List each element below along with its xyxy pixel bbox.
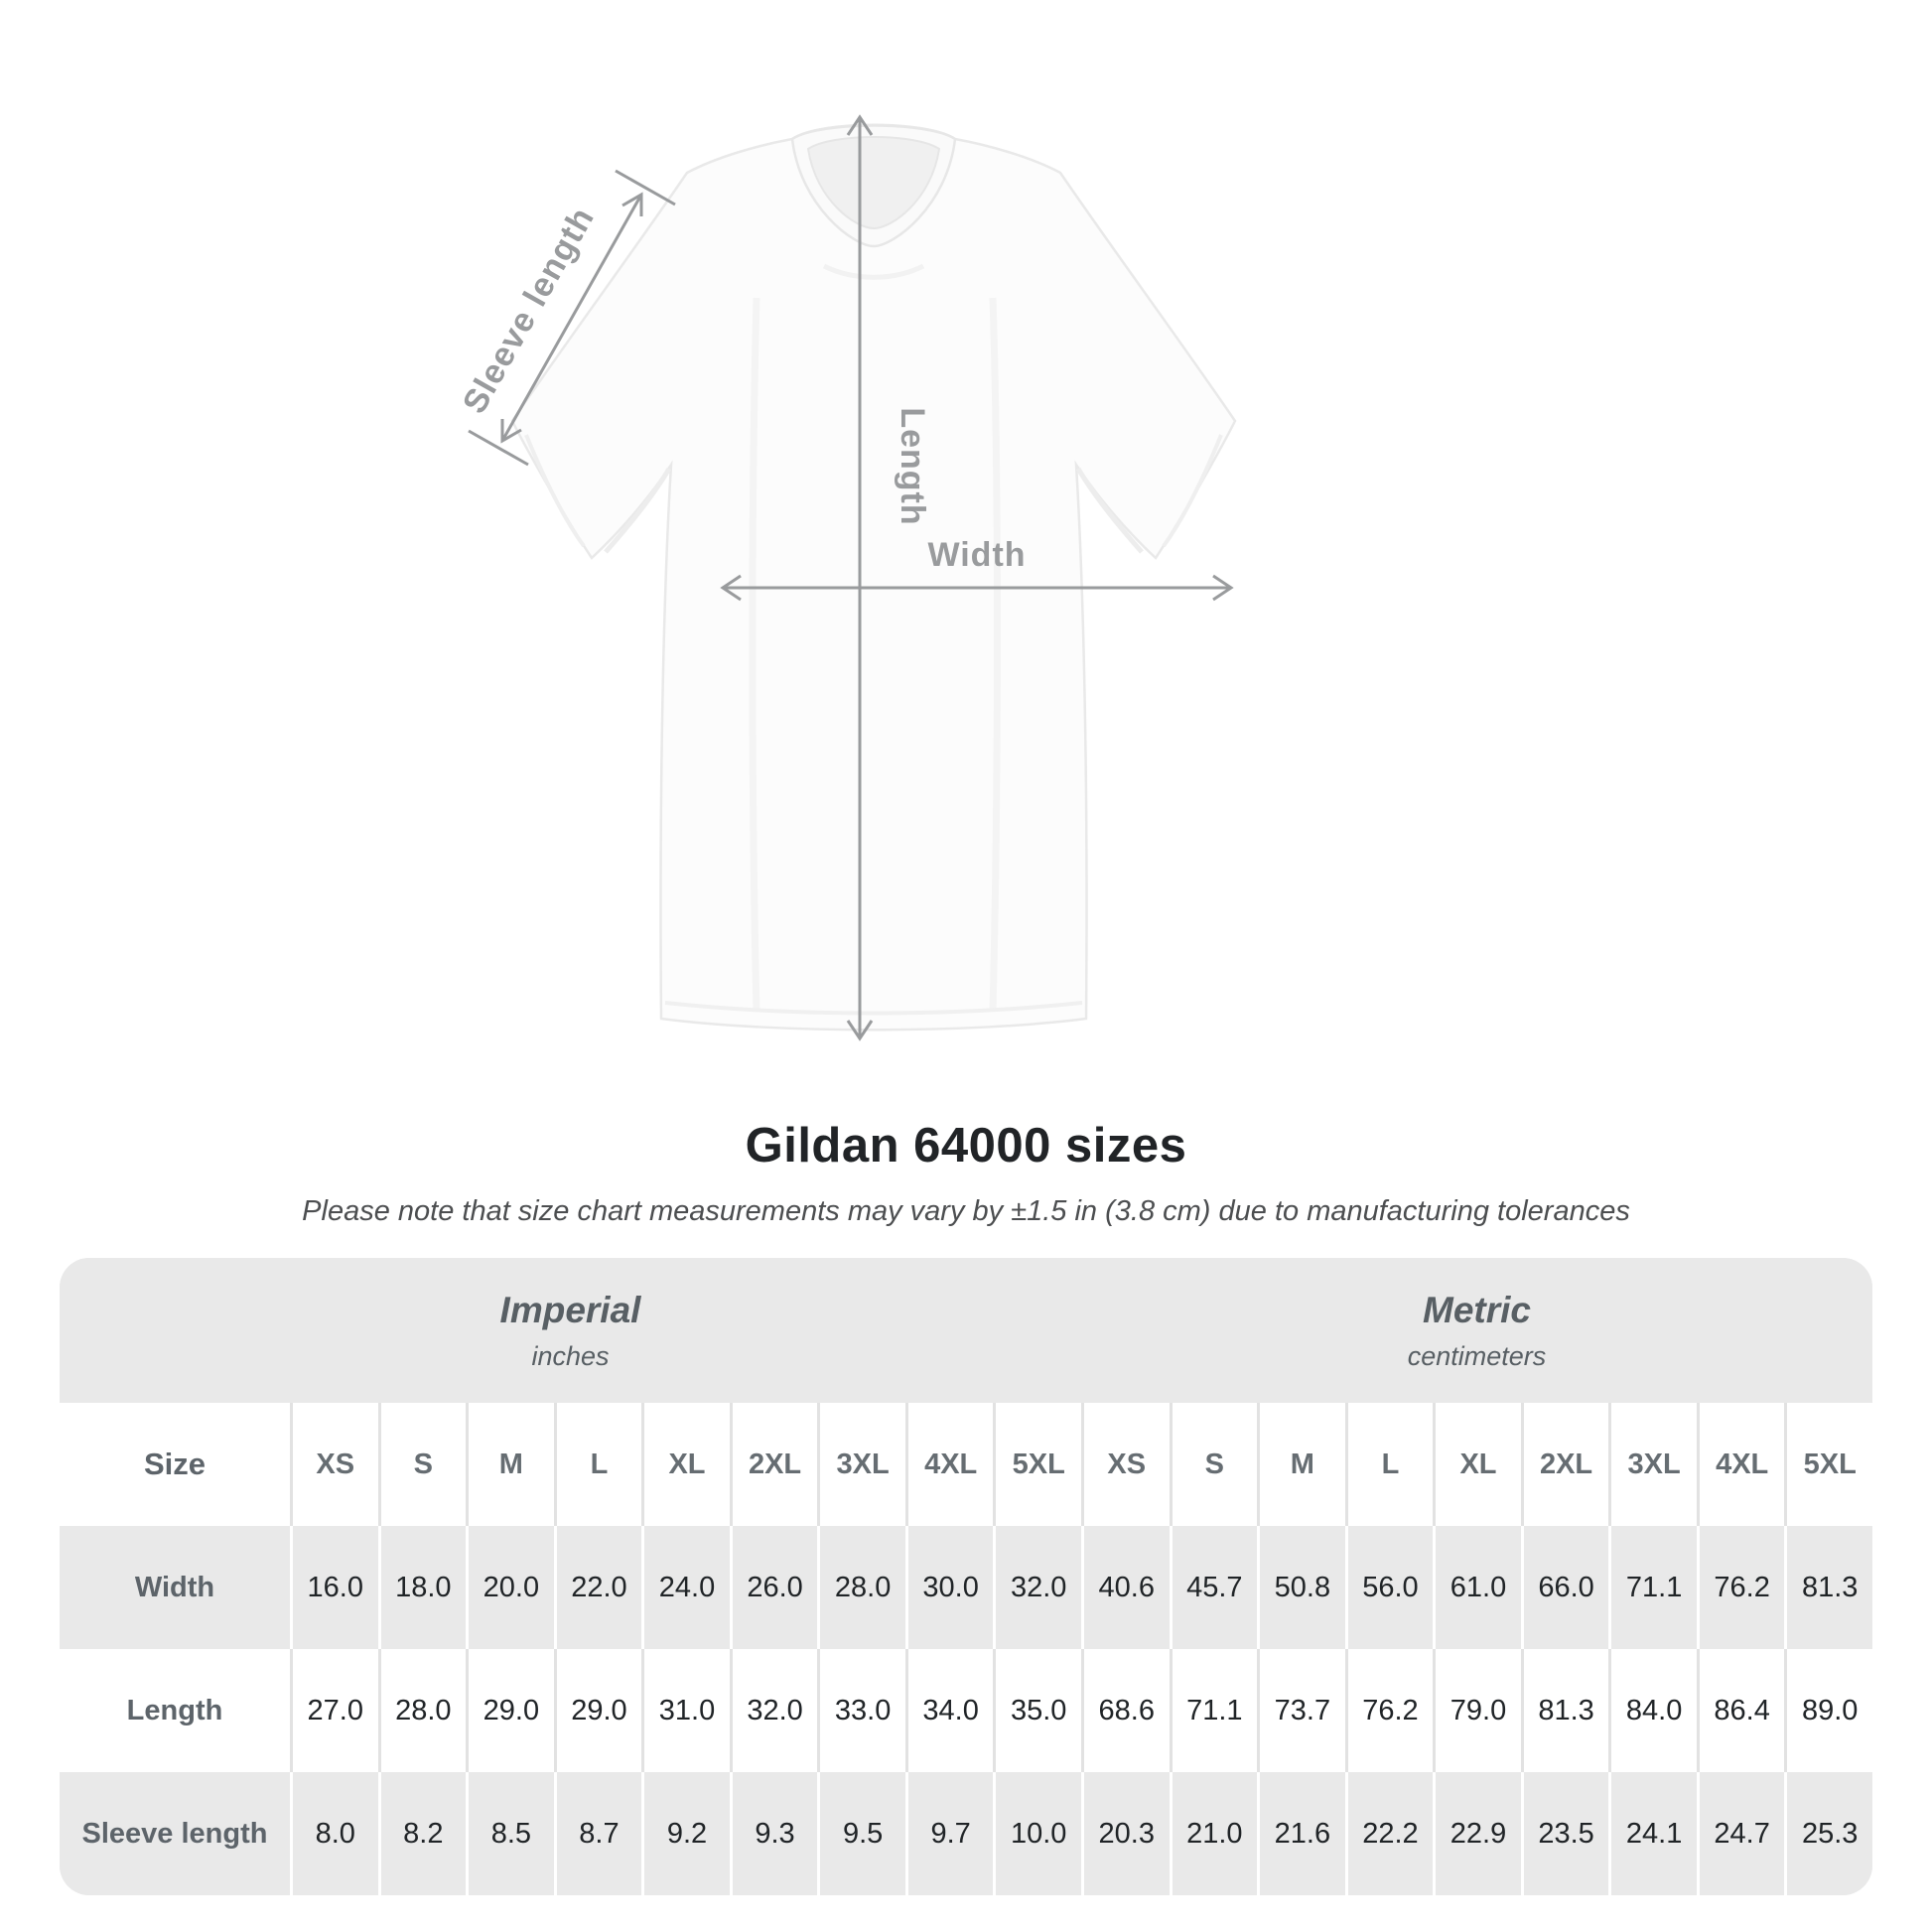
cell-width-metric-4xl: 76.2: [1696, 1526, 1785, 1649]
cell-length-metric-3xl: 84.0: [1608, 1649, 1697, 1772]
size-col-header-imperial-2xl: 2XL: [729, 1403, 818, 1526]
cell-width-imperial-s: 18.0: [377, 1526, 467, 1649]
cell-width-imperial-l: 22.0: [553, 1526, 642, 1649]
size-col-header-metric-m: M: [1257, 1403, 1345, 1526]
size-col-header-metric-5xl: 5XL: [1784, 1403, 1872, 1526]
size-col-header-metric-xl: XL: [1433, 1403, 1521, 1526]
cell-length-imperial-5xl: 35.0: [993, 1649, 1081, 1772]
imperial-group-header: Imperial inches: [60, 1258, 1081, 1403]
tshirt-svg: Width Length Sleeve length: [456, 114, 1237, 1041]
size-col-header-metric-l: L: [1344, 1403, 1434, 1526]
row-label-width: Width: [60, 1526, 290, 1649]
cell-sleeve-length-imperial-4xl: 9.7: [904, 1772, 994, 1895]
cell-length-metric-m: 73.7: [1257, 1649, 1345, 1772]
cell-width-imperial-3xl: 28.0: [817, 1526, 905, 1649]
cell-width-imperial-5xl: 32.0: [993, 1526, 1081, 1649]
cell-length-imperial-3xl: 33.0: [817, 1649, 905, 1772]
cell-sleeve-length-metric-s: 21.0: [1169, 1772, 1258, 1895]
metric-group-header: Metric centimeters: [1081, 1258, 1872, 1403]
cell-length-imperial-xs: 27.0: [290, 1649, 378, 1772]
size-corner-header: Size: [60, 1403, 290, 1526]
cell-sleeve-length-metric-xs: 20.3: [1081, 1772, 1170, 1895]
cell-sleeve-length-imperial-s: 8.2: [377, 1772, 467, 1895]
imperial-label: Imperial: [499, 1289, 641, 1330]
dimension-arrows: [468, 114, 1234, 1041]
cell-sleeve-length-metric-2xl: 23.5: [1520, 1772, 1609, 1895]
size-col-header-metric-s: S: [1169, 1403, 1258, 1526]
cell-sleeve-length-metric-m: 21.6: [1257, 1772, 1345, 1895]
size-col-header-imperial-xs: XS: [290, 1403, 378, 1526]
cell-width-imperial-xl: 24.0: [641, 1526, 730, 1649]
cell-sleeve-length-imperial-5xl: 10.0: [993, 1772, 1081, 1895]
size-col-header-imperial-m: M: [466, 1403, 554, 1526]
cell-length-imperial-m: 29.0: [466, 1649, 554, 1772]
cell-length-metric-xs: 68.6: [1081, 1649, 1170, 1772]
cell-width-metric-s: 45.7: [1169, 1526, 1258, 1649]
size-col-header-imperial-xl: XL: [641, 1403, 730, 1526]
length-arrow: [846, 114, 874, 1041]
width-label: Width: [927, 536, 1026, 574]
cell-length-imperial-xl: 31.0: [641, 1649, 730, 1772]
cell-length-imperial-4xl: 34.0: [904, 1649, 994, 1772]
imperial-unit: inches: [531, 1340, 610, 1371]
cell-length-metric-l: 76.2: [1344, 1649, 1434, 1772]
cell-length-metric-5xl: 89.0: [1784, 1649, 1872, 1772]
cell-width-metric-m: 50.8: [1257, 1526, 1345, 1649]
cell-length-metric-xl: 79.0: [1433, 1649, 1521, 1772]
cell-width-metric-xs: 40.6: [1081, 1526, 1170, 1649]
length-label: Length: [894, 407, 931, 525]
cell-sleeve-length-imperial-l: 8.7: [553, 1772, 642, 1895]
cell-width-metric-l: 56.0: [1344, 1526, 1434, 1649]
size-col-header-imperial-4xl: 4XL: [904, 1403, 994, 1526]
cell-width-metric-3xl: 71.1: [1608, 1526, 1697, 1649]
size-col-header-imperial-s: S: [377, 1403, 467, 1526]
size-col-header-metric-4xl: 4XL: [1696, 1403, 1785, 1526]
metric-unit: centimeters: [1407, 1340, 1547, 1371]
cell-length-metric-4xl: 86.4: [1696, 1649, 1785, 1772]
size-col-header-imperial-3xl: 3XL: [817, 1403, 905, 1526]
size-col-header-imperial-l: L: [553, 1403, 642, 1526]
size-col-header-imperial-5xl: 5XL: [993, 1403, 1081, 1526]
size-col-header-metric-2xl: 2XL: [1520, 1403, 1609, 1526]
cell-length-metric-s: 71.1: [1169, 1649, 1258, 1772]
sleeve-length-arrow: [468, 169, 676, 467]
tolerance-note: Please note that size chart measurements…: [302, 1195, 1630, 1227]
size-col-header-metric-3xl: 3XL: [1608, 1403, 1697, 1526]
cell-length-metric-2xl: 81.3: [1520, 1649, 1609, 1772]
tshirt-illustration: [510, 123, 1237, 1032]
row-label-length: Length: [60, 1649, 290, 1772]
cell-sleeve-length-imperial-xl: 9.2: [641, 1772, 730, 1895]
cell-width-imperial-4xl: 30.0: [904, 1526, 994, 1649]
cell-sleeve-length-imperial-3xl: 9.5: [817, 1772, 905, 1895]
cell-length-imperial-2xl: 32.0: [729, 1649, 818, 1772]
cell-sleeve-length-metric-3xl: 24.1: [1608, 1772, 1697, 1895]
cell-width-metric-5xl: 81.3: [1784, 1526, 1872, 1649]
cell-sleeve-length-imperial-xs: 8.0: [290, 1772, 378, 1895]
cell-width-imperial-m: 20.0: [466, 1526, 554, 1649]
cell-width-imperial-2xl: 26.0: [729, 1526, 818, 1649]
cell-width-imperial-xs: 16.0: [290, 1526, 378, 1649]
size-table: Imperial inches Metric centimeters Size X…: [60, 1258, 1872, 1895]
cell-length-imperial-s: 28.0: [377, 1649, 467, 1772]
cell-sleeve-length-metric-4xl: 24.7: [1696, 1772, 1785, 1895]
cell-width-metric-xl: 61.0: [1433, 1526, 1521, 1649]
metric-label: Metric: [1423, 1289, 1531, 1330]
cell-width-metric-2xl: 66.0: [1520, 1526, 1609, 1649]
cell-sleeve-length-metric-5xl: 25.3: [1784, 1772, 1872, 1895]
cell-sleeve-length-metric-l: 22.2: [1344, 1772, 1434, 1895]
row-label-sleeve-length: Sleeve length: [60, 1772, 290, 1895]
page-title: Gildan 64000 sizes: [745, 1119, 1187, 1173]
cell-sleeve-length-imperial-2xl: 9.3: [729, 1772, 818, 1895]
cell-sleeve-length-metric-xl: 22.9: [1433, 1772, 1521, 1895]
tshirt-diagram: Width Length Sleeve length: [456, 114, 1237, 1041]
size-col-header-metric-xs: XS: [1081, 1403, 1170, 1526]
width-arrow: [720, 574, 1234, 602]
cell-length-imperial-l: 29.0: [553, 1649, 642, 1772]
cell-sleeve-length-imperial-m: 8.5: [466, 1772, 554, 1895]
